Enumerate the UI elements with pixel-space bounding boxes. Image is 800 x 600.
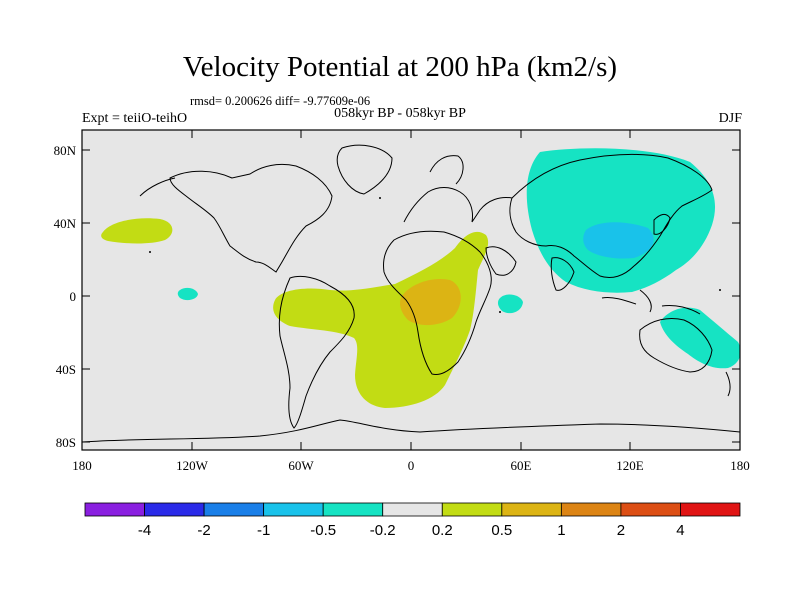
contour-pos-pacific [101, 218, 173, 244]
colorbar-label: 2 [617, 522, 625, 539]
lat-labels: 80N 40N 0 40S 80S [54, 143, 77, 450]
lon-label: 60E [511, 458, 532, 473]
colorbar-swatch [322, 502, 384, 517]
lon-label: 0 [408, 458, 415, 473]
lon-label: 180 [72, 458, 92, 473]
period-label: 058kyr BP - 058kyr BP [334, 106, 466, 121]
colorbar-label: 4 [676, 522, 684, 539]
colorbar-swatch [84, 502, 145, 517]
season-label: DJF [718, 111, 742, 126]
lat-label: 80N [54, 143, 77, 158]
colorbar-label: 0.5 [491, 522, 512, 539]
contour-neg-indian [497, 294, 523, 314]
coast-greenland [336, 144, 393, 195]
contour-neg-asia [526, 148, 716, 293]
lat-label: 40S [56, 362, 76, 377]
colorbar-swatch [501, 502, 562, 517]
colorbar-label: -4 [138, 522, 151, 539]
coast-japan [653, 213, 671, 235]
colorbar-label: -2 [197, 522, 210, 539]
contour-neg-asia-core [583, 222, 654, 259]
colorbar-label: -1 [257, 522, 270, 539]
coast-europe [403, 187, 513, 223]
colorbar-label: -0.5 [310, 522, 336, 539]
coast-indonesia [601, 289, 701, 315]
colorbar-swatch [441, 502, 503, 517]
lat-label: 80S [56, 435, 76, 450]
experiment-label: Expt = teiiO-teihO [82, 111, 188, 126]
lon-labels: 180 120W 60W 0 60E 120E 180 [72, 458, 750, 473]
contour-neg-small-pacific [177, 287, 198, 301]
coast-north-america [169, 163, 333, 273]
island-madagascar [499, 311, 501, 313]
lon-label: 60W [288, 458, 314, 473]
island-iceland [379, 197, 381, 199]
colorbar-labels: -4 -2 -1 -0.5 -0.2 0.2 0.5 1 2 4 [138, 522, 685, 539]
coast-new-zealand [725, 371, 731, 397]
lat-label: 0 [70, 289, 77, 304]
contour-pos-core [400, 278, 461, 326]
coast-antarctica [82, 419, 740, 443]
lat-label: 40N [54, 216, 77, 231]
contour-neg-australia [660, 307, 740, 369]
island-pacific [719, 289, 721, 291]
colorbar-swatch [620, 502, 681, 517]
colorbar-swatch [382, 502, 443, 517]
tick-marks [81, 130, 741, 450]
colorbar-label: 0.2 [432, 522, 453, 539]
coast-india [550, 257, 575, 291]
colorbar [84, 502, 741, 517]
coast-alaska [139, 177, 176, 197]
stats-line: rmsd= 0.200626 diff= -9.77609e-06 [190, 94, 371, 108]
lon-label: 120W [176, 458, 209, 473]
lon-label: 180 [730, 458, 750, 473]
contour-pos-atlantic-africa [273, 231, 489, 408]
coast-asia [509, 153, 713, 279]
lon-label: 120E [616, 458, 644, 473]
coast-south-america [278, 275, 355, 429]
coast-scandinavia [429, 155, 464, 185]
coastlines [82, 144, 740, 443]
island-hawaii [149, 251, 151, 253]
plot-title: Velocity Potential at 200 hPa (km2/s) [182, 51, 618, 83]
colorbar-label: -0.2 [370, 522, 396, 539]
islands [149, 197, 721, 313]
coast-africa [383, 230, 492, 375]
colorbar-label: 1 [557, 522, 565, 539]
colorbar-swatch [203, 502, 265, 517]
colorbar-swatch [263, 502, 324, 517]
coast-australia [639, 317, 713, 373]
colorbar-swatch [680, 502, 741, 517]
map-area [82, 130, 740, 450]
colorbar-swatch [144, 502, 205, 517]
coast-arabia [485, 246, 517, 276]
colorbar-swatch [560, 502, 622, 517]
